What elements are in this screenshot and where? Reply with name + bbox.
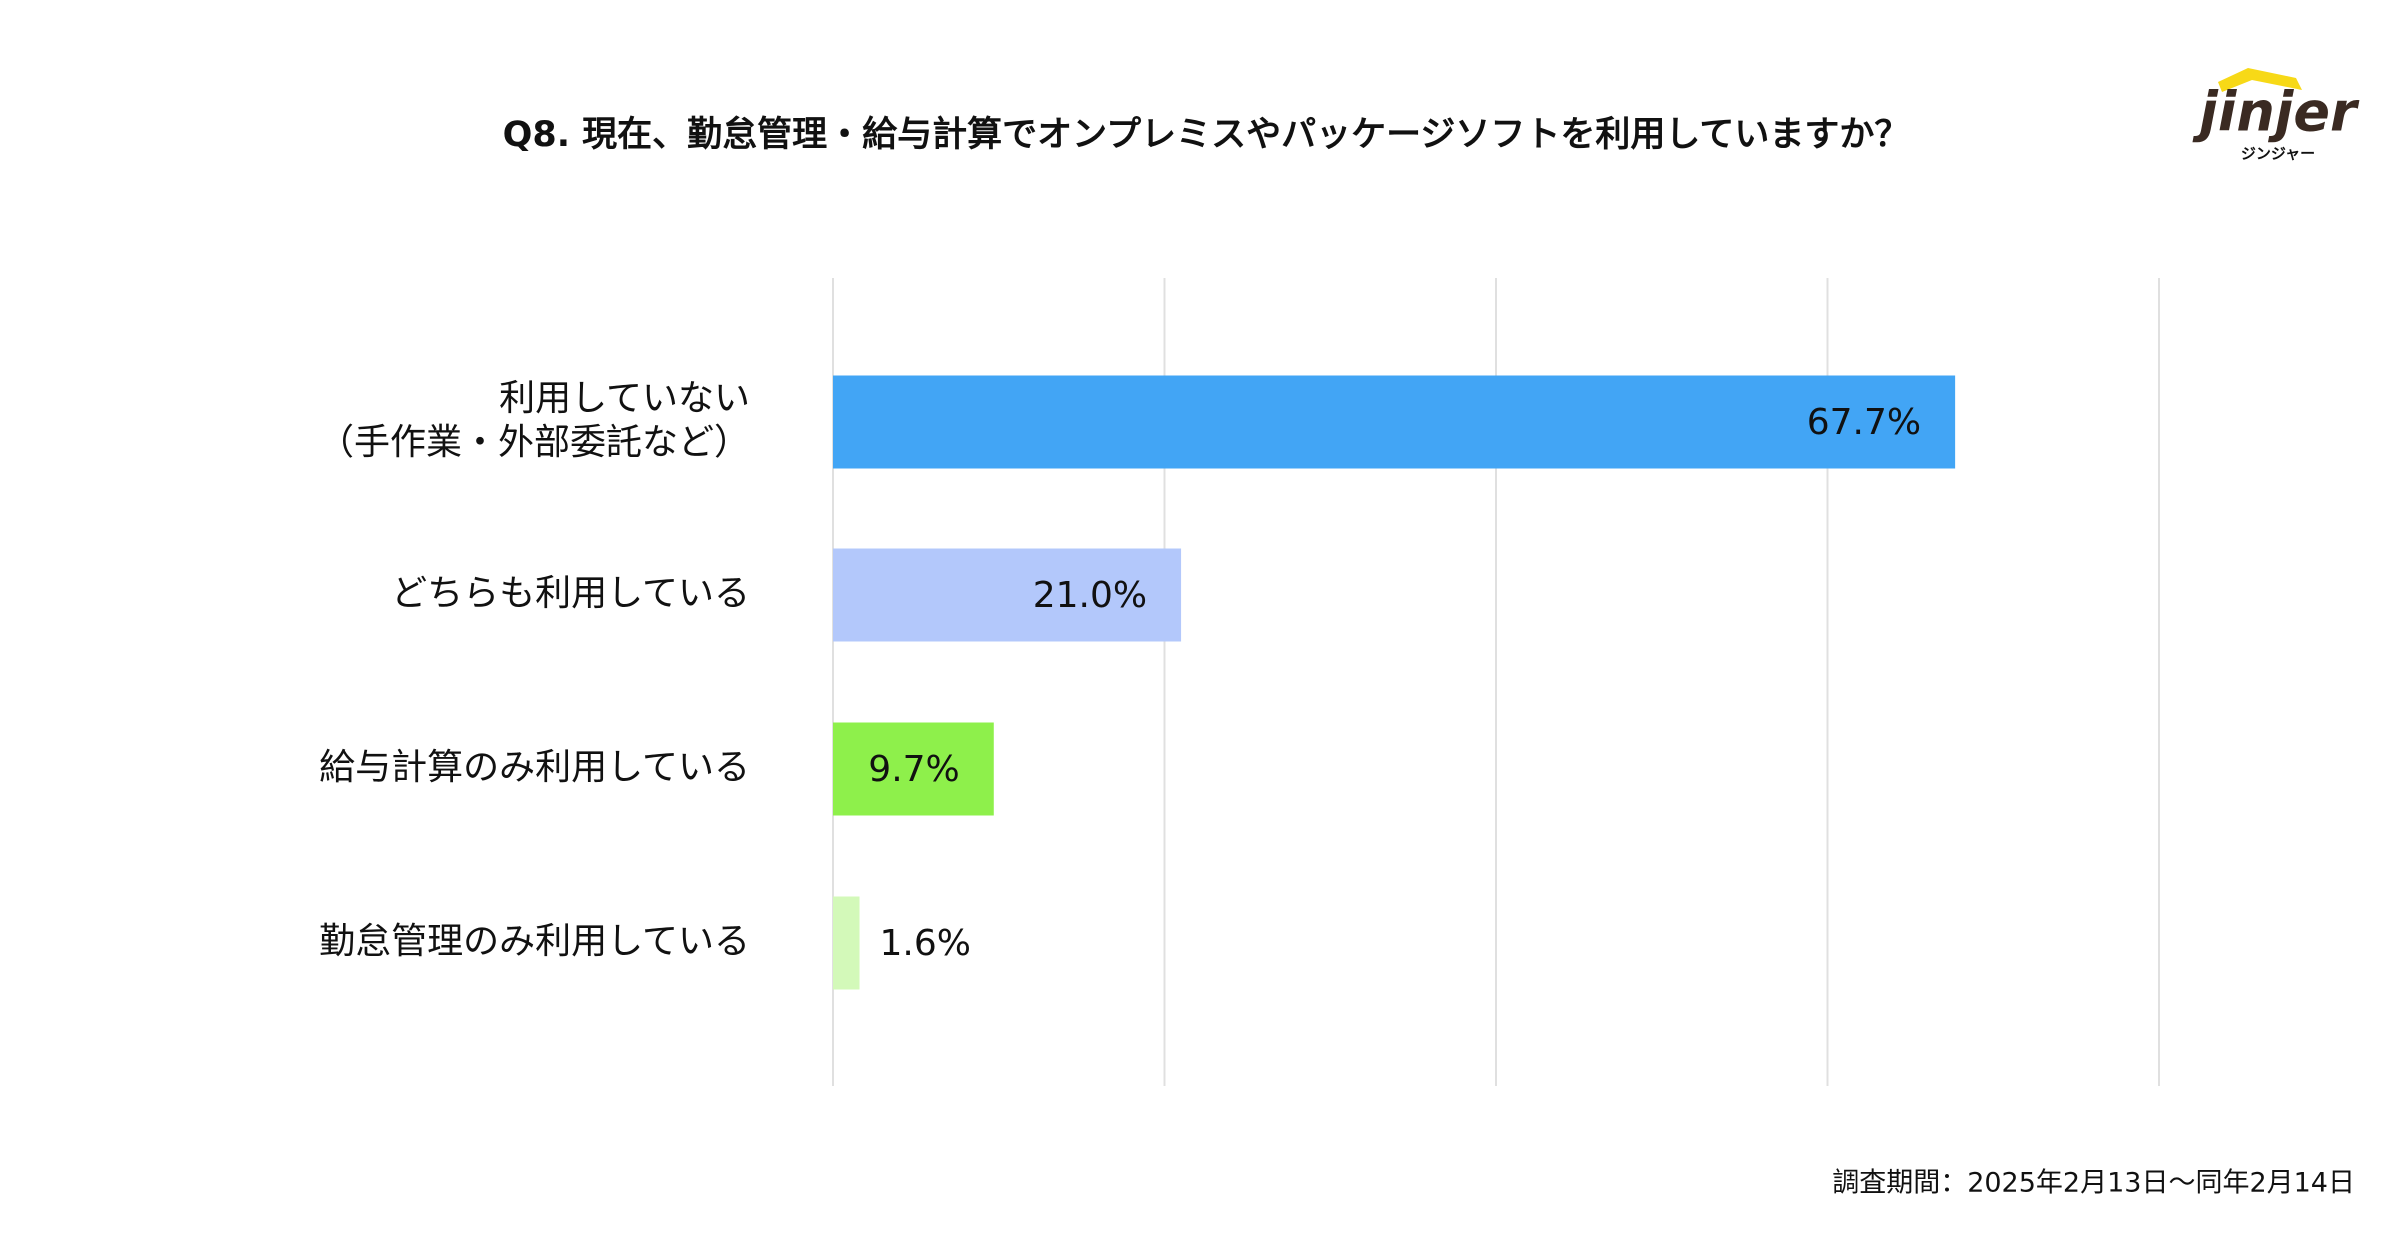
category-label-line: どちらも利用している — [391, 573, 750, 614]
logo-roof — [2218, 68, 2302, 92]
footnote: 調査期間：2025年2月13日〜同年2月14日 — [1832, 1168, 2355, 1199]
category-label: どちらも利用している — [391, 573, 750, 614]
category-label: 勤怠管理のみ利用している — [319, 921, 750, 962]
category-label-line: 勤怠管理のみ利用している — [319, 921, 750, 962]
bar — [833, 375, 1956, 469]
value-label: 67.7% — [1807, 402, 1921, 443]
logo-kana: ジンジャー — [2241, 145, 2315, 163]
chart-title: Q8. 現在、勤怠管理・給与計算でオンプレミスやパッケージソフトを利用しています… — [503, 115, 1910, 155]
bar — [833, 722, 994, 816]
logo-name: jinjer — [2192, 81, 2360, 144]
value-label: 1.6% — [880, 923, 971, 964]
value-label: 9.7% — [868, 749, 959, 790]
category-label-line: 給与計算のみ利用している — [319, 747, 750, 788]
value-label: 21.0% — [1033, 575, 1147, 616]
category-label: 給与計算のみ利用している — [319, 747, 750, 788]
bar — [833, 548, 1182, 642]
bar — [833, 896, 860, 990]
category-label-line: （手作業・外部委託など） — [318, 422, 750, 463]
logo: jinjer ジンジャー — [2192, 68, 2360, 163]
category-label: 利用していない（手作業・外部委託など） — [318, 378, 750, 463]
category-label-line: 利用していない — [499, 378, 750, 419]
